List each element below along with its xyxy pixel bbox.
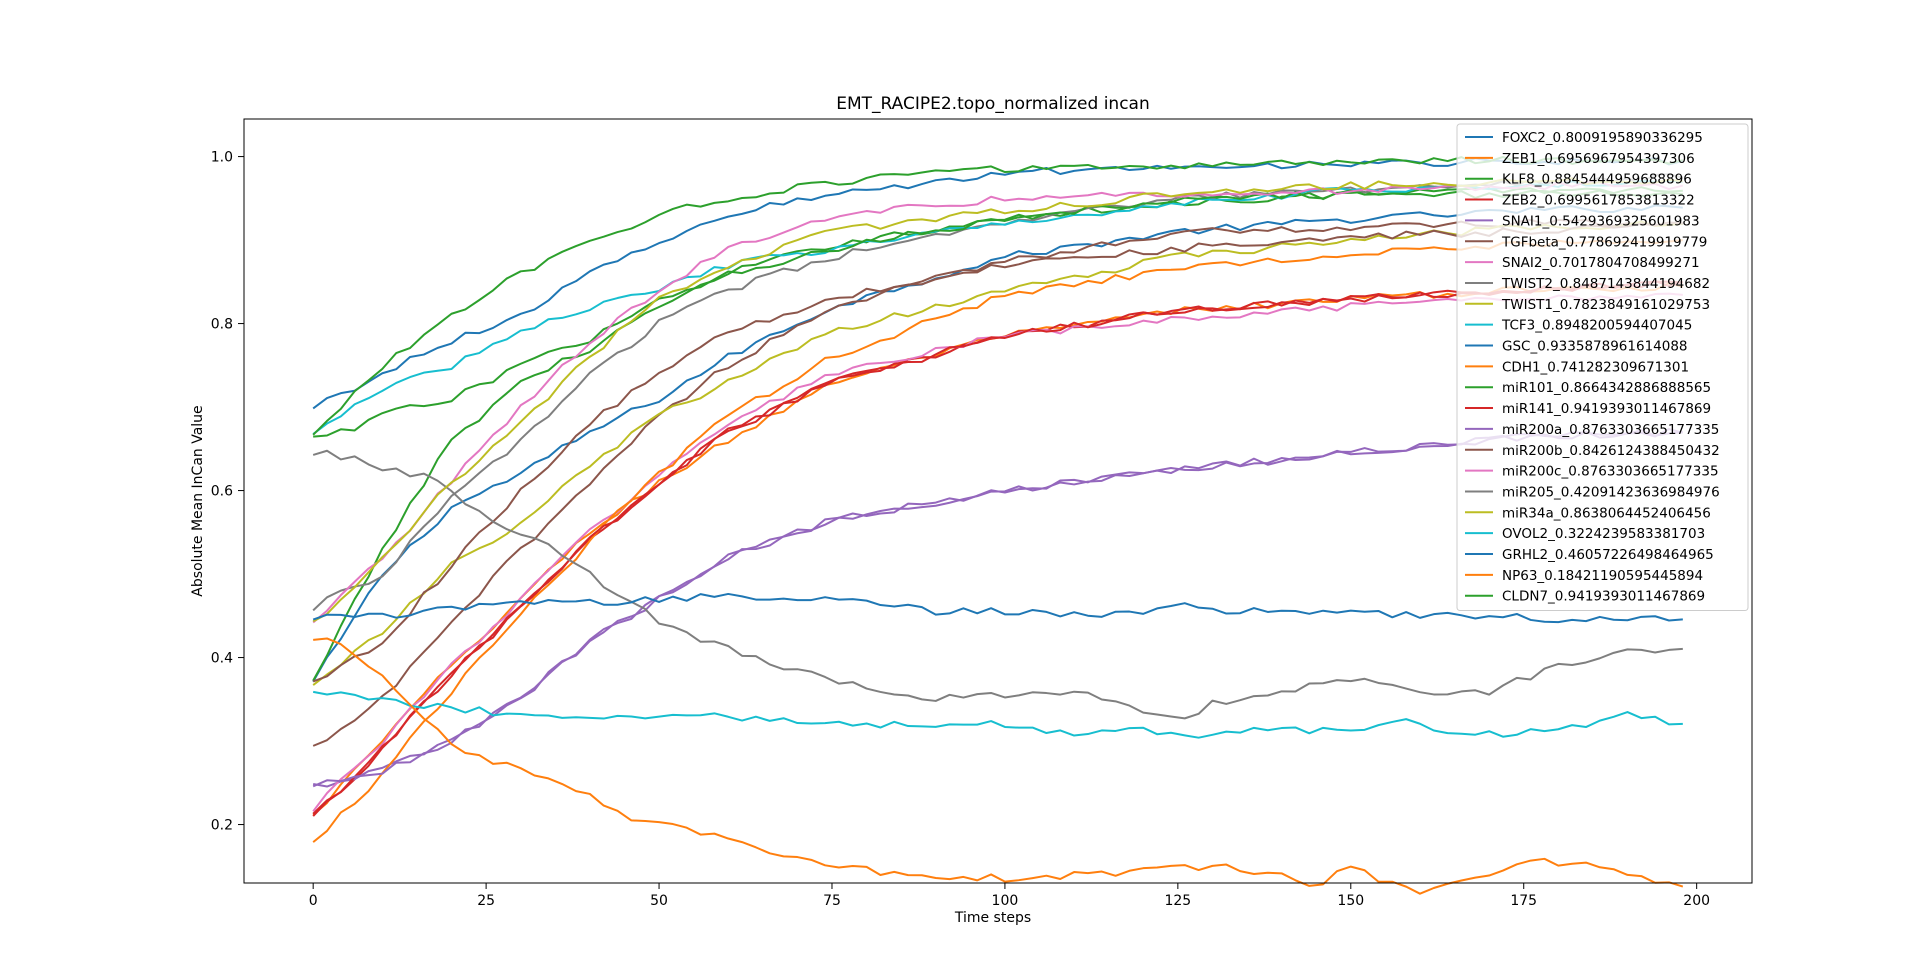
x-tick-label: 200	[1683, 893, 1710, 909]
legend: FOXC2_0.8009195890336295 ZEB1_0.695696795…	[1456, 123, 1749, 612]
x-tick-label: 125	[1164, 893, 1191, 909]
legend-entry: GRHL2_0.46057226498464965	[1502, 547, 1714, 563]
series-line	[312, 220, 1683, 686]
x-tick-label: 175	[1510, 893, 1537, 909]
legend-entry: FOXC2_0.8009195890336295	[1502, 130, 1703, 146]
legend-entry: SNAI2_0.7017804708499271	[1502, 255, 1700, 271]
y-axis-label: Absolute Mean InCan Value	[190, 405, 206, 596]
x-axis-label: Time steps	[954, 910, 1031, 926]
legend-entry: KLF8_0.8845444959688896	[1502, 172, 1692, 188]
x-tick-label: 75	[823, 893, 841, 909]
legend-entry: miR200a_0.8763303665177335	[1502, 422, 1719, 438]
plot-frame	[243, 118, 1753, 884]
legend-entry: CLDN7_0.9419393011467869	[1502, 589, 1705, 605]
x-tick-label: 150	[1337, 893, 1364, 909]
y-tick-label: 0.6	[211, 484, 233, 500]
x-tick-label: 0	[309, 893, 318, 909]
series-line	[312, 690, 1683, 739]
series-line	[312, 221, 1683, 683]
series-line	[312, 239, 1683, 843]
legend-entry: miR34a_0.8638064452406456	[1502, 505, 1711, 521]
legend-entry: TWIST1_0.7823849161029753	[1501, 297, 1710, 313]
x-tick-label: 25	[477, 893, 495, 909]
y-tick-label: 0.8	[211, 317, 233, 333]
legend-box	[1456, 123, 1749, 612]
series-line	[312, 429, 1683, 788]
series-line	[312, 218, 1683, 747]
legend-entry: miR200b_0.8426124388450432	[1502, 443, 1720, 459]
legend-entry: TGFbeta_0.778692419919779	[1501, 234, 1707, 250]
x-tick-label: 100	[992, 893, 1019, 909]
legend-entry: miR141_0.9419393011467869	[1502, 401, 1711, 417]
series-line	[312, 177, 1683, 623]
chart-title: EMT_RACIPE2.topo_normalized incan	[836, 94, 1150, 114]
legend-entry: NP63_0.18421190595445894	[1502, 568, 1703, 584]
legend-entry: OVOL2_0.3224239583381703	[1502, 526, 1705, 542]
series-line	[312, 592, 1683, 624]
legend-entry: GSC_0.9335878961614088	[1502, 339, 1688, 355]
series-line	[312, 156, 1684, 410]
series-line	[312, 449, 1683, 720]
series-line	[312, 204, 1683, 683]
legend-entry: miR101_0.8664342886888565	[1502, 380, 1711, 396]
y-axis: 0.2 0.4 0.6 0.8 1.0	[211, 150, 244, 834]
series-line	[312, 156, 1684, 436]
series-line	[313, 637, 1684, 895]
x-axis: 0 25 50 75 100 125 150 175 200	[309, 883, 1710, 909]
legend-entry: TWIST2_0.8487143844194682	[1501, 276, 1710, 292]
legend-entry: ZEB2_0.6995617853813322	[1502, 193, 1695, 209]
series-line	[312, 279, 1684, 817]
legend-entry: TCF3_0.8948200594407045	[1501, 318, 1692, 334]
legend-entry: miR205_0.42091423636984976	[1502, 484, 1720, 500]
y-tick-label: 1.0	[211, 150, 233, 166]
series-line	[313, 189, 1683, 438]
legend-entry: CDH1_0.741282309671301	[1502, 359, 1689, 375]
legend-entry: miR200c_0.8763303665177335	[1502, 464, 1719, 480]
x-tick-label: 50	[650, 893, 668, 909]
plot-area	[312, 156, 1684, 895]
y-tick-label: 0.4	[211, 651, 233, 667]
y-tick-label: 0.2	[211, 818, 233, 834]
legend-entry: SNAI1_0.5429369325601983	[1502, 213, 1700, 229]
legend-entry: ZEB1_0.6956967954397306	[1502, 151, 1695, 167]
